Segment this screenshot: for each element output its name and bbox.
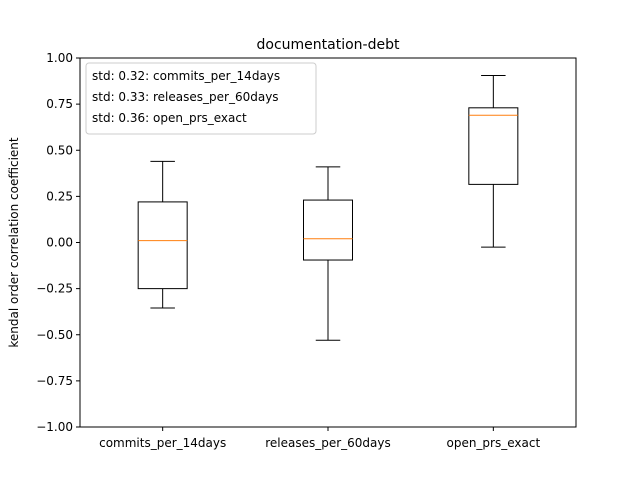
y-tick-label: 0.50 <box>46 143 73 157</box>
iqr-box <box>468 107 519 185</box>
iqr-box <box>303 199 353 261</box>
legend-entry: std: 0.33: releases_per_60days <box>92 90 279 104</box>
box-releases_per_60days <box>303 166 353 341</box>
plot-frame <box>79 57 577 428</box>
box-series <box>137 75 519 341</box>
legend: std: 0.32: commits_per_14days std: 0.33: … <box>85 62 317 135</box>
y-tick-label: 0.00 <box>46 236 73 250</box>
box-open_prs_exact <box>468 75 519 248</box>
legend-frame <box>85 62 317 135</box>
y-axis-label: kendal order correlation coefficient <box>7 137 21 347</box>
box-commits_per_14days <box>137 160 188 309</box>
y-tick-label: −0.50 <box>36 328 73 342</box>
y-axis: −1.00 −0.75 −0.50 −0.25 0.00 0.25 0.50 0.75 1.00 <box>36 51 80 434</box>
x-axis: commits_per_14days releases_per_60days ope… <box>99 427 540 450</box>
y-tick-label: −0.25 <box>36 282 73 296</box>
y-tick-label: 1.00 <box>46 51 73 65</box>
x-tick-label: open_prs_exact <box>446 436 540 450</box>
y-tick-label: −1.00 <box>36 420 73 434</box>
y-tick-label: 0.25 <box>46 189 73 203</box>
legend-entry: std: 0.36: open_prs_exact <box>92 111 247 125</box>
x-tick-label: releases_per_60days <box>265 436 391 450</box>
iqr-box <box>137 201 188 290</box>
legend-entry: std: 0.32: commits_per_14days <box>92 69 280 83</box>
y-tick-label: −0.75 <box>36 374 73 388</box>
x-tick-label: commits_per_14days <box>99 436 226 450</box>
y-tick-label: 0.75 <box>46 97 73 111</box>
chart-title: documentation-debt <box>257 37 400 53</box>
